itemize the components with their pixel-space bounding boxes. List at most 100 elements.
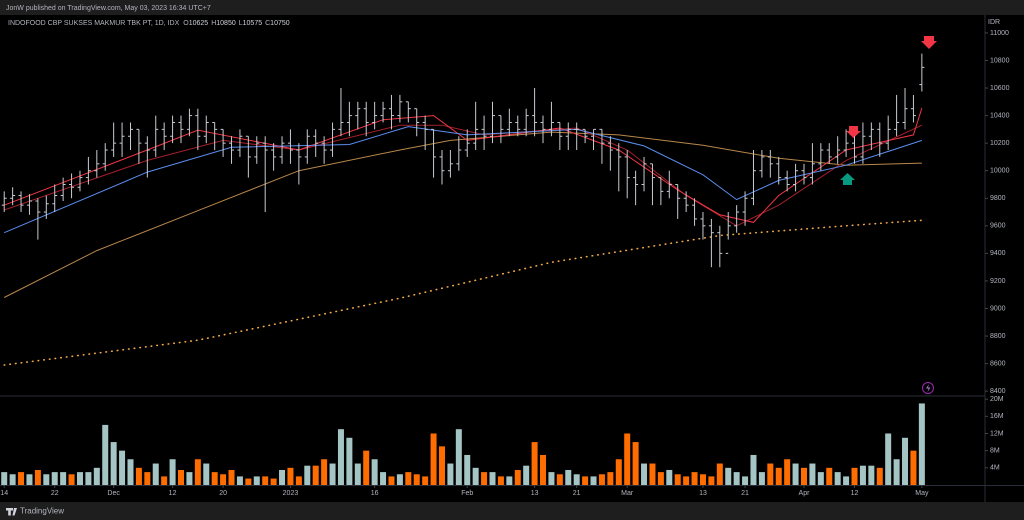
volume-bar: [321, 459, 328, 485]
x-tick-label: Feb: [461, 490, 473, 497]
legend-label: L: [239, 20, 243, 27]
volume-bar: [868, 465, 875, 485]
volume-bar: [843, 476, 850, 485]
y-tick-label: 9800: [990, 195, 1006, 202]
volume-bar: [371, 459, 378, 485]
x-tick-label: 14: [0, 490, 8, 497]
volume-bar: [279, 469, 286, 485]
legend: INDOFOOD CBP SUKSES MAKMUR TBK PT, 1D, I…: [8, 20, 290, 27]
x-tick-label: May: [915, 490, 929, 497]
volume-bar: [750, 454, 757, 485]
volume-bar: [152, 463, 159, 485]
volume-bar: [834, 472, 841, 485]
volume-bar: [809, 463, 816, 485]
volume-bar: [161, 476, 168, 485]
volume-bar: [514, 469, 521, 485]
volume-bar: [396, 474, 403, 485]
legend-label: C: [265, 20, 270, 27]
legend-value: 10850: [216, 20, 236, 27]
volume-bar: [262, 476, 269, 485]
volume-bar: [464, 454, 471, 485]
volume-bar: [127, 459, 134, 485]
volume-bar: [380, 472, 387, 485]
volume-bar: [598, 474, 605, 485]
volume-bar: [792, 463, 799, 485]
volume-bar: [615, 459, 622, 485]
legend-value: 10575: [243, 20, 263, 27]
volume-bar: [683, 476, 690, 485]
volume-bar: [497, 476, 504, 485]
y-tick-label: 8800: [990, 333, 1006, 340]
y-tick-label: 10800: [990, 57, 1010, 64]
volume-tick-label: 20M: [990, 396, 1004, 403]
y-tick-label: 8600: [990, 360, 1006, 367]
y-tick-label: 11000: [990, 30, 1009, 37]
volume-bar: [481, 472, 488, 485]
volume-bar: [590, 476, 597, 485]
volume-bar: [902, 437, 909, 485]
volume-bar: [657, 472, 664, 485]
volume-bar: [26, 474, 33, 485]
volume-bar: [775, 467, 782, 485]
moving-average: [3, 219, 923, 366]
volume-bar: [60, 472, 67, 485]
sell-arrow: [846, 126, 861, 138]
volume-bar: [354, 463, 361, 485]
volume-bar: [34, 469, 41, 485]
y-tick-label: 10200: [990, 140, 1010, 147]
volume-tick-label: 8M: [990, 448, 1000, 455]
volume-bar: [43, 474, 50, 485]
volume-bar: [346, 437, 353, 485]
volume-bar: [203, 463, 210, 485]
volume-bar: [438, 446, 445, 485]
volume-bar: [102, 424, 109, 485]
legend-value: 10750: [270, 20, 290, 27]
volume-bar: [245, 478, 252, 485]
volume-bar: [699, 474, 706, 485]
volume-bar: [472, 467, 479, 485]
y-tick-label: 8400: [990, 388, 1006, 395]
volume-bar: [573, 474, 580, 485]
volume-bar: [708, 476, 715, 485]
volume-tick-label: 16M: [990, 413, 1004, 420]
volume-bar: [851, 467, 858, 485]
volume-bar: [523, 465, 530, 485]
volume-bar: [287, 467, 294, 485]
volume-bar: [649, 463, 656, 485]
y-tick-label: 9200: [990, 278, 1006, 285]
x-tick-label: Mar: [621, 490, 634, 497]
volume-bar: [304, 465, 311, 485]
volume-bar: [363, 450, 370, 485]
y-tick-label: 10400: [990, 112, 1010, 119]
volume-bar: [885, 433, 892, 485]
volume-bar: [110, 442, 117, 485]
volume-bar: [758, 472, 765, 485]
legend-label: O: [183, 20, 189, 27]
volume-bar: [186, 472, 193, 485]
currency: IDR: [988, 19, 1000, 26]
volume-bar: [253, 476, 260, 485]
publisher: JonW published on TradingView.com, May 0…: [6, 5, 211, 12]
volume-bar: [18, 472, 25, 485]
symbol: INDOFOOD CBP SUKSES MAKMUR TBK PT, 1D, I…: [8, 20, 180, 27]
x-tick-label: Dec: [107, 490, 120, 497]
volume-bar: [666, 469, 673, 485]
top-bar: [0, 0, 1024, 15]
volume-bar: [632, 442, 639, 485]
volume-bar: [228, 469, 235, 485]
x-tick-label: 20: [219, 490, 227, 497]
volume-bar: [178, 469, 185, 485]
volume-bar: [337, 429, 344, 485]
volume-bar: [716, 463, 723, 485]
volume-bar: [295, 476, 302, 485]
volume-bar: [918, 403, 925, 485]
volume-bar: [270, 478, 277, 485]
volume-bar: [674, 474, 681, 485]
x-tick-label: 21: [741, 490, 749, 497]
volume-bar: [733, 472, 740, 485]
volume-bar: [540, 454, 547, 485]
volume-bar: [388, 476, 395, 485]
sell-arrow: [921, 36, 937, 49]
volume-bar: [211, 472, 218, 485]
